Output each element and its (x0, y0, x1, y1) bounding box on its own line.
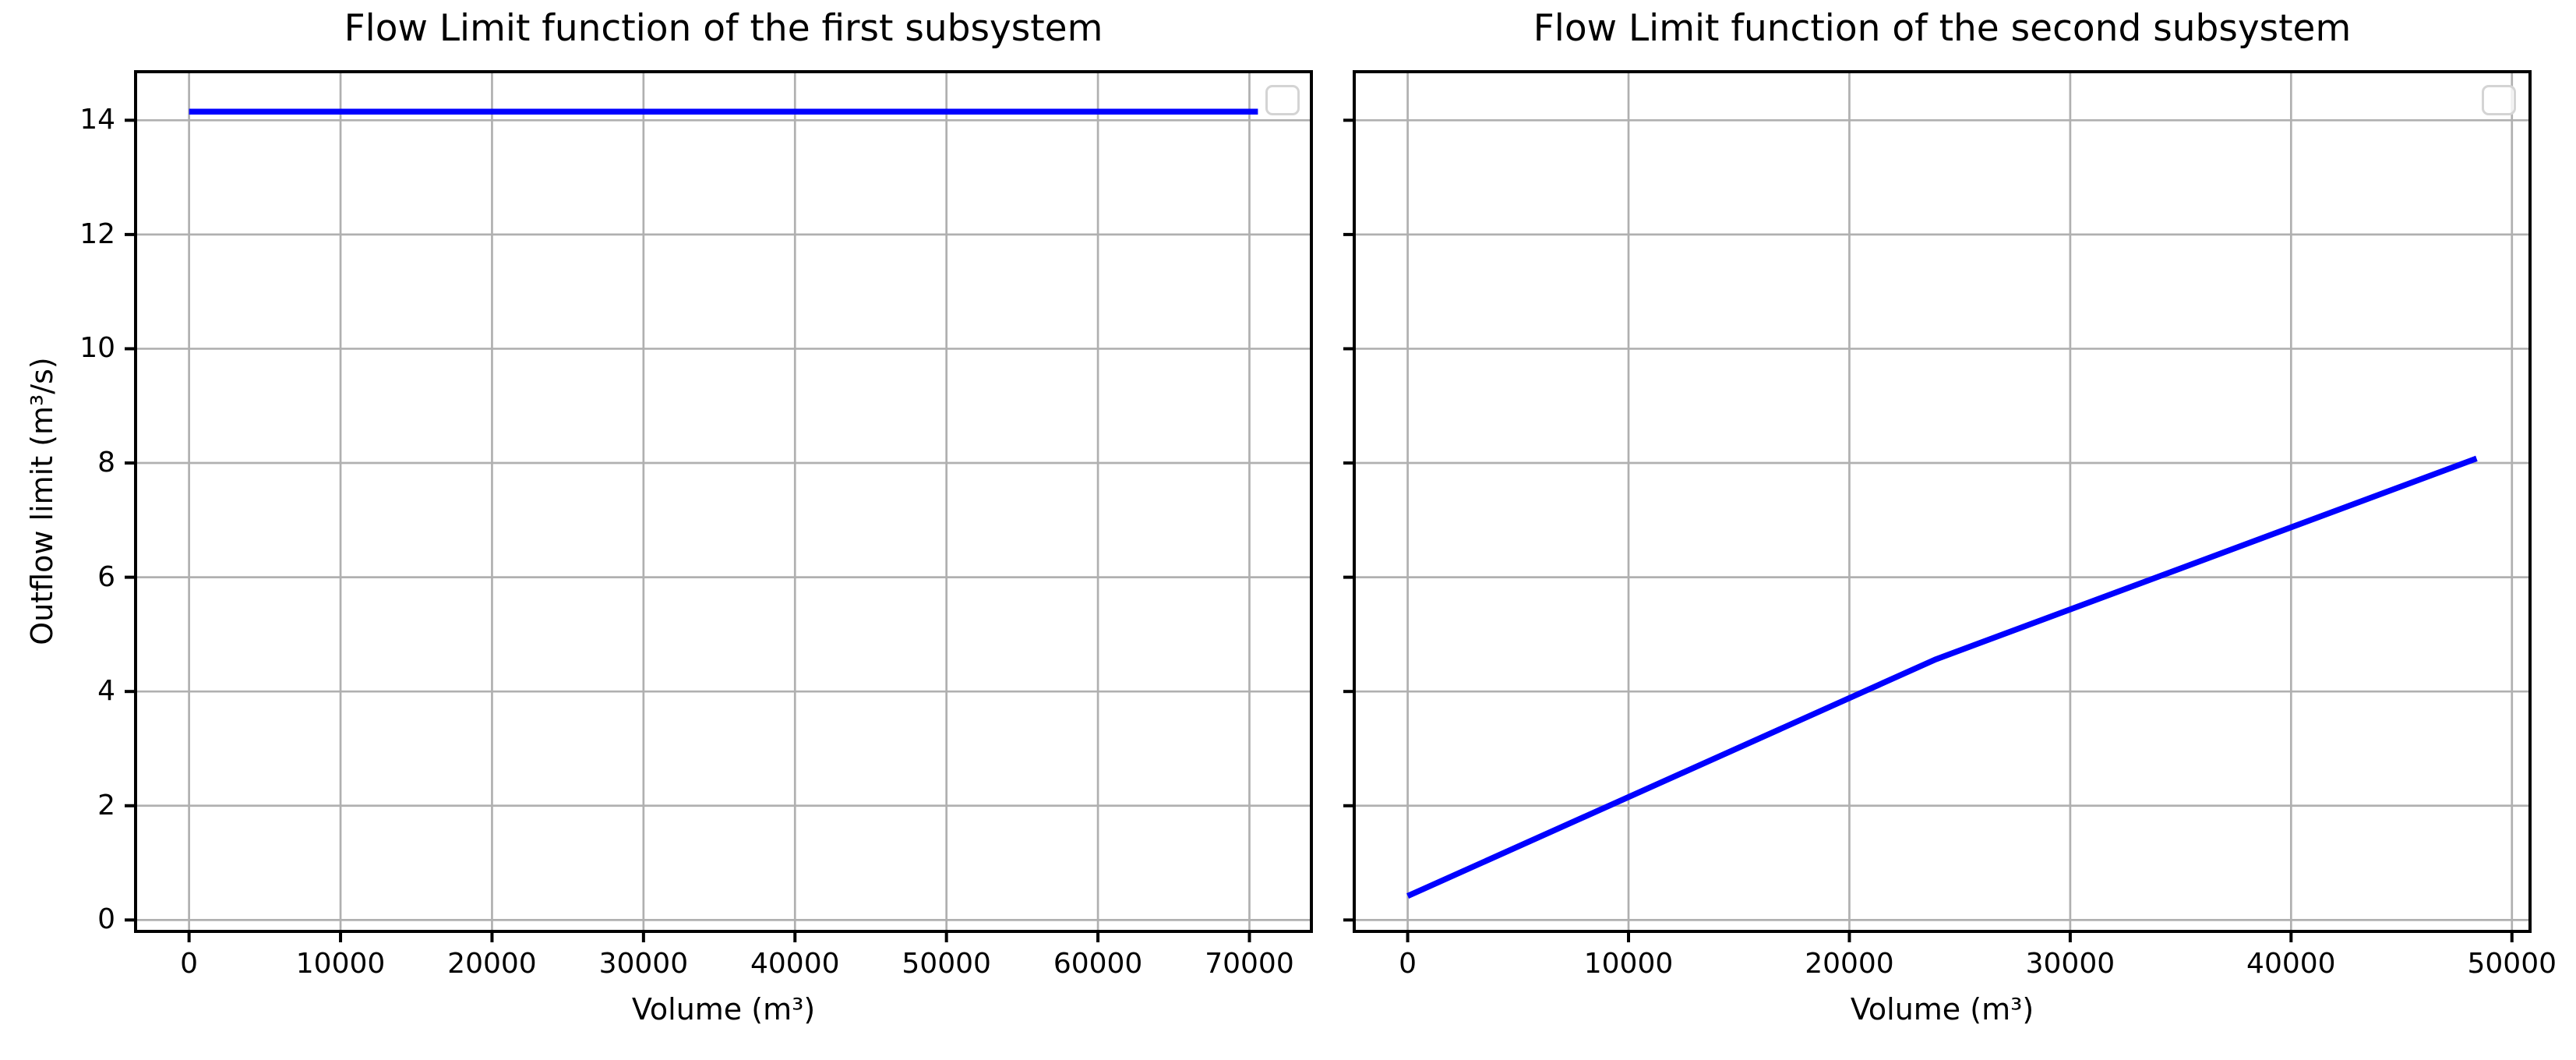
y-tick-label: 0 (97, 903, 115, 936)
plot-canvas (1343, 70, 2532, 942)
x-tick-label: 0 (180, 948, 199, 980)
axes-spines (1353, 70, 2532, 933)
x-tick-label: 20000 (447, 948, 537, 980)
x-axis-label-1: Volume (m³) (631, 992, 816, 1026)
x-tick-label: 30000 (598, 948, 689, 980)
legend-box (2482, 85, 2516, 115)
x-tick-label: 10000 (295, 948, 386, 980)
subplot-2-axes: 0 10000 20000 30000 40000 50000 (1343, 70, 2557, 980)
plot-canvas (125, 70, 1313, 942)
x-tick-label: 30000 (2025, 948, 2115, 980)
y-tick-label: 12 (79, 217, 115, 250)
flow-limit-line (1406, 455, 2478, 899)
x-tick-label: 0 (1399, 948, 1417, 980)
x-tick-label: 40000 (750, 948, 840, 980)
y-tick-label: 2 (97, 789, 115, 822)
x-tick-label: 20000 (1805, 948, 1894, 980)
y-tick-label: 10 (79, 332, 115, 365)
subplot-1-title: Flow Limit function of the first subsyst… (344, 7, 1103, 50)
subplot-2-title: Flow Limit function of the second subsys… (1533, 7, 2352, 50)
axes-spines (134, 70, 1313, 933)
x-tick-label: 40000 (2246, 948, 2336, 980)
legend-box (1265, 85, 1300, 115)
x-tick-label: 50000 (902, 948, 991, 980)
x-tick-label: 70000 (1205, 948, 1294, 980)
x-axis-label-2: Volume (m³) (1850, 992, 2034, 1026)
x-tick-label: 50000 (2467, 948, 2557, 980)
subplot-1-axes: 0 10000 20000 30000 40000 50000 60000 70000 0 2 4 6… (79, 70, 1313, 980)
x-tick-label: 10000 (1583, 948, 1674, 980)
y-tick-label: 8 (97, 447, 115, 479)
y-tick-label: 14 (79, 104, 115, 136)
x-tick-label: 60000 (1053, 948, 1143, 980)
y-tick-label: 6 (97, 560, 115, 593)
y-tick-label: 4 (97, 675, 115, 708)
